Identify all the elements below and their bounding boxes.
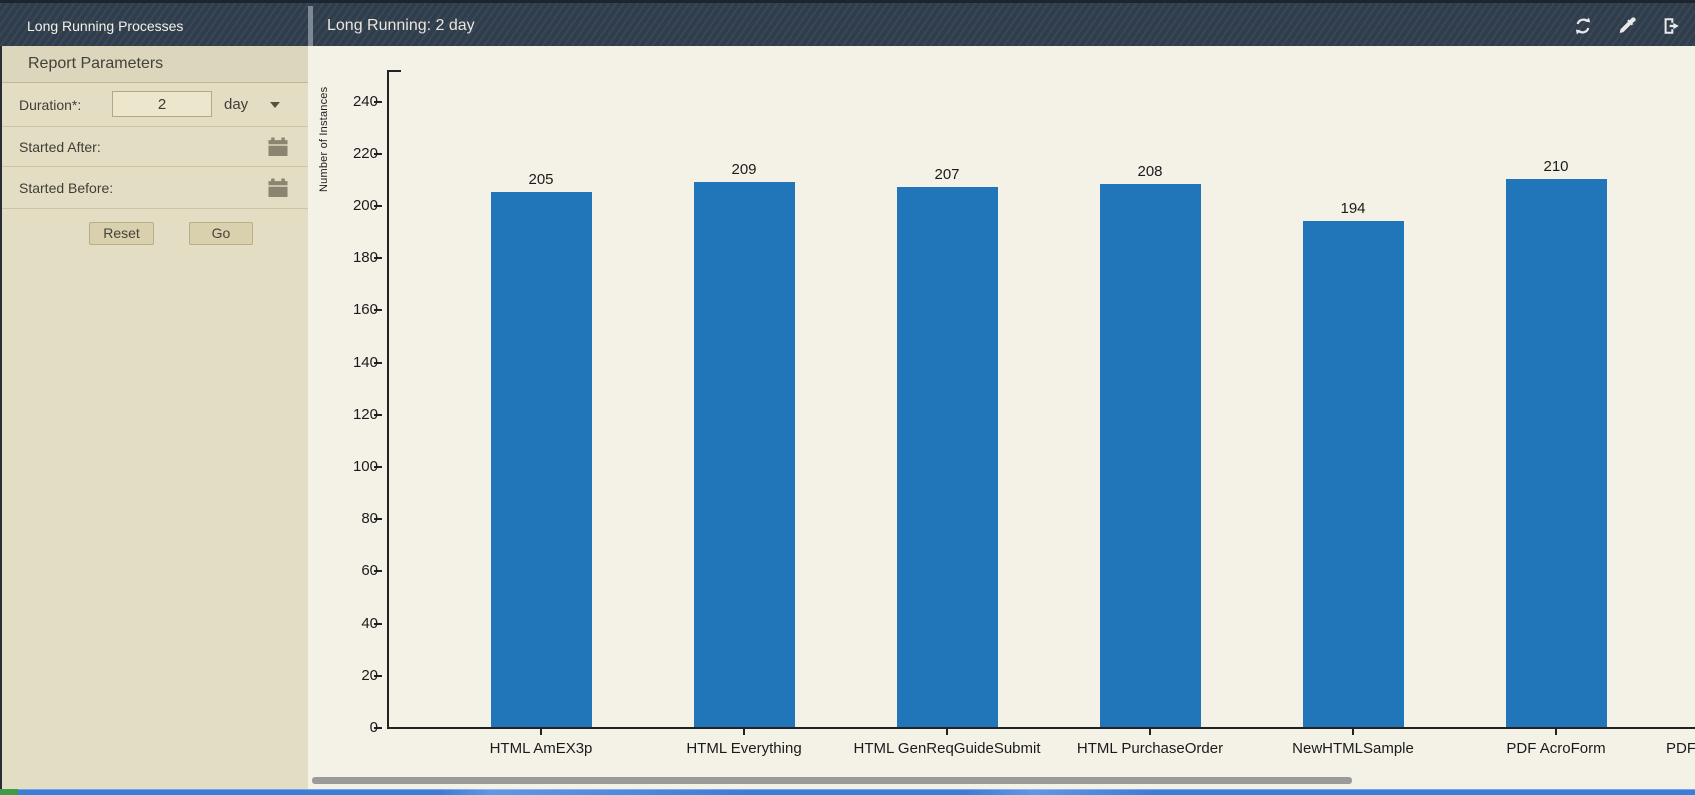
page-title: Long Running: 2 day (327, 17, 475, 34)
refresh-button[interactable] (1571, 14, 1595, 38)
started-after-label: Started After: (19, 138, 101, 155)
report-parameters-title: Report Parameters (28, 55, 164, 72)
eyedropper-icon (1616, 15, 1638, 37)
x-tick (946, 729, 948, 735)
duration-label: Duration*: (19, 96, 82, 113)
bar (490, 191, 592, 727)
bottom-status-accent (0, 789, 18, 795)
x-tick-label: HTML Everything (686, 740, 802, 757)
y-tick (374, 466, 382, 468)
sidebar: Report Parameters Duration*: day Started… (0, 46, 308, 789)
refresh-icon (1572, 15, 1594, 37)
y-tick-label: 120 (352, 405, 378, 423)
x-tick (540, 729, 542, 735)
y-tick (374, 205, 382, 207)
duration-input[interactable] (112, 91, 212, 117)
chart-area: Number of Instances PDF 0 20 40 60 80 100 120 1… (308, 46, 1695, 789)
bar-value-label: 207 (934, 165, 960, 183)
y-axis-top-cap (387, 70, 401, 72)
x-tick-label: HTML AmEX3p (489, 740, 593, 757)
duration-unit-label: day (224, 96, 249, 113)
x-tick (1555, 729, 1557, 735)
started-before-label: Started Before: (19, 179, 114, 196)
main-header: Long Running: 2 day (313, 3, 1695, 49)
bar-value-label: 205 (528, 170, 554, 188)
y-tick-label: 140 (352, 353, 378, 371)
bar (1302, 220, 1404, 727)
y-tick-label: 60 (361, 562, 378, 580)
export-button[interactable] (1659, 14, 1683, 38)
top-bar: Long Running Processes Long Running: 2 d… (0, 0, 1695, 49)
y-tick (374, 152, 382, 155)
y-tick-label: 240 (352, 92, 378, 110)
toolbar (1571, 14, 1695, 38)
y-axis-title: Number of Instances (318, 86, 330, 192)
x-tick-label: NewHTMLSample (1292, 740, 1414, 757)
x-tick-label-overflow: PDF (1666, 740, 1695, 757)
x-tick (743, 729, 745, 735)
bar (1505, 178, 1607, 727)
go-button[interactable]: Go (189, 222, 253, 245)
bar (1099, 184, 1201, 727)
x-tick-label: HTML PurchaseOrder (1076, 740, 1224, 757)
x-axis-line (387, 727, 1695, 729)
started-after-row: Started After: (2, 127, 308, 167)
x-tick (1352, 729, 1354, 735)
x-tick-label: HTML GenReqGuideSubmit (853, 740, 1041, 757)
y-tick-label: 80 (361, 510, 378, 528)
y-tick-label: 40 (361, 614, 378, 632)
bar-value-label: 194 (1340, 199, 1366, 217)
y-tick-label: 100 (352, 458, 378, 475)
sidebar-button-row: Reset Go (2, 222, 308, 246)
y-tick (374, 413, 382, 416)
started-after-calendar-button[interactable] (268, 137, 288, 156)
calendar-icon (268, 137, 288, 160)
y-tick (374, 674, 382, 677)
y-tick (374, 518, 382, 521)
duration-unit-dropdown[interactable]: day (224, 83, 281, 126)
y-tick-label: 0 (369, 719, 378, 736)
y-tick (374, 361, 382, 364)
y-tick-label: 180 (352, 249, 378, 267)
bar (896, 186, 998, 727)
horizontal-scrollbar-thumb[interactable] (312, 777, 1352, 784)
x-tick (1149, 729, 1151, 735)
export-icon (1660, 15, 1682, 37)
bar-value-label: 208 (1137, 163, 1163, 181)
started-before-row: Started Before: (2, 167, 308, 209)
y-tick (374, 727, 382, 729)
header-divider (308, 6, 313, 49)
y-tick-label: 200 (352, 197, 378, 214)
bottom-status-bar (0, 789, 1695, 795)
y-tick-label: 220 (352, 144, 378, 162)
started-before-calendar-button[interactable] (268, 178, 288, 197)
y-tick (374, 309, 382, 312)
duration-row: Duration*: day (2, 83, 308, 127)
reset-button[interactable]: Reset (89, 222, 154, 245)
y-tick (374, 100, 382, 103)
y-tick (374, 570, 382, 573)
y-axis-line (387, 70, 389, 728)
y-tick (374, 622, 382, 625)
y-tick-label: 160 (352, 301, 378, 319)
y-tick (374, 257, 382, 260)
bar-value-label: 210 (1543, 157, 1569, 175)
bar (693, 181, 795, 727)
panel-title: Long Running Processes (27, 18, 184, 34)
eyedropper-button[interactable] (1615, 14, 1639, 38)
x-tick-label: PDF AcroForm (1506, 740, 1606, 757)
dropdown-caret-icon (270, 101, 281, 108)
bar-value-label: 209 (731, 160, 757, 178)
panel-header: Long Running Processes (0, 3, 308, 49)
report-parameters-header: Report Parameters (2, 46, 308, 83)
y-tick-label: 20 (361, 666, 378, 684)
calendar-icon (268, 178, 288, 201)
